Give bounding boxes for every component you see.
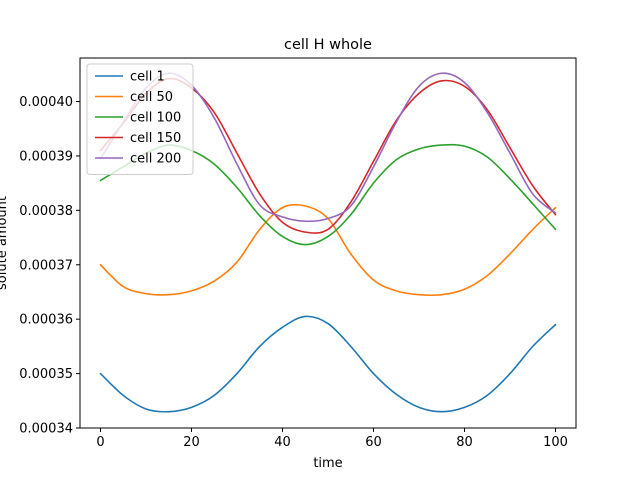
- y-tick-label: 0.00039: [19, 149, 73, 164]
- x-tick-label: 20: [183, 435, 200, 450]
- y-tick-label: 0.00037: [19, 258, 73, 273]
- y-tick-label: 0.00035: [19, 367, 73, 382]
- y-tick-label: 0.00034: [19, 422, 73, 437]
- chart-title: cell H whole: [284, 37, 372, 53]
- legend-label: cell 150: [130, 131, 181, 146]
- y-tick-label: 0.00040: [19, 95, 73, 110]
- legend-label: cell 200: [130, 152, 181, 167]
- legend-label: cell 100: [130, 111, 181, 126]
- plot-frame: [79, 57, 577, 429]
- legend-box: [86, 63, 194, 175]
- x-tick-label: 40: [274, 435, 291, 450]
- y-axis-label: solute amount: [0, 196, 10, 290]
- y-tick-label: 0.00036: [19, 313, 73, 328]
- legend-label: cell 50: [130, 90, 173, 105]
- x-axis-ticks: 0 20 40 60 80 100: [96, 428, 568, 450]
- series-line-cell-1: [99, 315, 557, 413]
- legend: cell 1 cell 50 cell 100 cell 150 cell 200: [86, 63, 194, 175]
- x-axis-label: time: [313, 456, 342, 471]
- x-tick-label: 0: [96, 435, 104, 450]
- y-tick-label: 0.00038: [19, 204, 73, 219]
- x-tick-label: 60: [365, 435, 382, 450]
- x-tick-label: 80: [456, 435, 473, 450]
- legend-label: cell 1: [130, 70, 165, 85]
- y-axis-ticks: 0.00034 0.00035 0.00036 0.00037 0.00038 0.000…: [19, 95, 80, 437]
- x-tick-label: 100: [543, 435, 568, 450]
